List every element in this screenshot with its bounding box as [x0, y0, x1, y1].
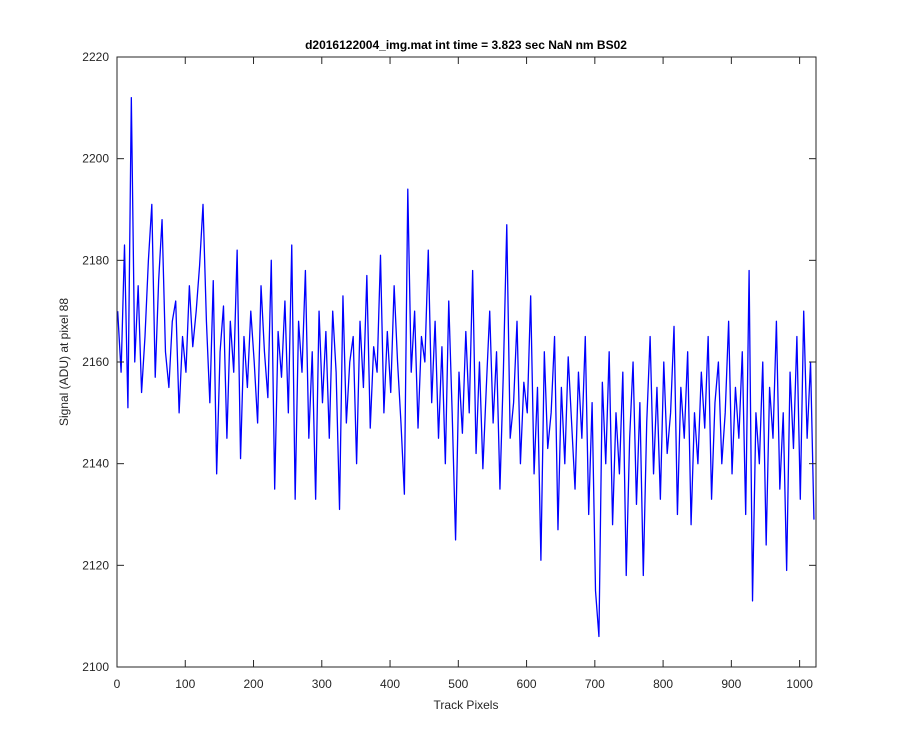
- y-tick-label: 2120: [82, 558, 109, 572]
- x-tick-label: 200: [244, 677, 264, 691]
- chart-title: d2016122004_img.mat int time = 3.823 sec…: [305, 38, 627, 52]
- x-tick-label: 800: [653, 677, 673, 691]
- x-tick-label: 100: [175, 677, 195, 691]
- x-tick-label: 300: [312, 677, 332, 691]
- x-tick-label: 900: [721, 677, 741, 691]
- x-tick-label: 600: [517, 677, 537, 691]
- x-axis-label: Track Pixels: [434, 698, 499, 712]
- x-tick-label: 1000: [786, 677, 813, 691]
- x-tick-label: 400: [380, 677, 400, 691]
- y-axis-label: Signal (ADU) at pixel 88: [57, 298, 71, 426]
- y-tick-label: 2180: [82, 253, 109, 267]
- data-line: [117, 97, 815, 638]
- y-tick-label: 2220: [82, 50, 109, 64]
- y-tick-label: 2100: [82, 660, 109, 674]
- y-tick-label: 2140: [82, 457, 109, 471]
- x-tick-label: 700: [585, 677, 605, 691]
- y-tick-label: 2200: [82, 152, 109, 166]
- y-tick-label: 2160: [82, 355, 109, 369]
- x-tick-label: 500: [448, 677, 468, 691]
- x-tick-label: 0: [114, 677, 121, 691]
